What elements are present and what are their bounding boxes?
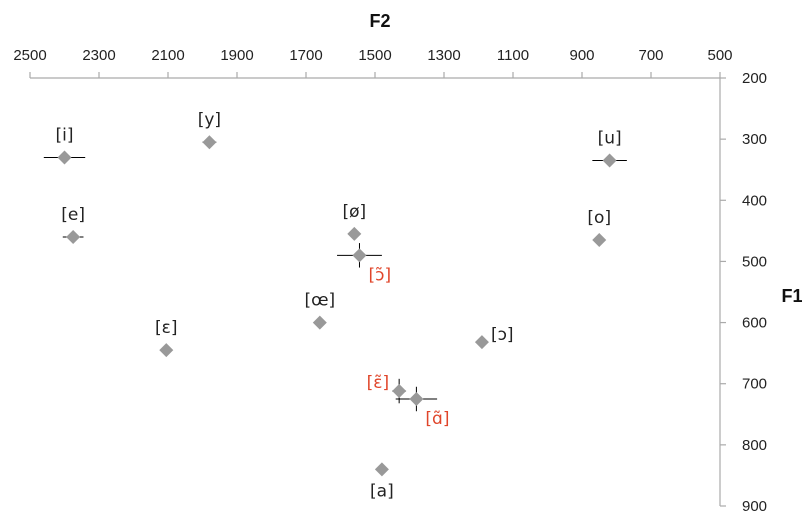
- diamond-marker: [409, 392, 424, 406]
- point-label: [ɔ̃]: [368, 265, 391, 285]
- point-label: [ɔ]: [491, 325, 514, 345]
- x-tick-label: 2500: [13, 47, 46, 64]
- diamond-marker: [352, 248, 367, 263]
- point-label: [i]: [56, 125, 74, 145]
- x-tick-label: 900: [569, 47, 594, 64]
- diamond-marker: [392, 384, 407, 399]
- diamond-marker: [602, 153, 617, 168]
- point-label: [ɛ]: [155, 318, 177, 338]
- data-point: [ø]: [342, 202, 366, 241]
- data-point: [ɔ̃]: [337, 243, 391, 285]
- y-tick-label: 500: [742, 253, 767, 270]
- x-axis-title: F2: [369, 11, 390, 31]
- data-point: [y]: [198, 110, 221, 150]
- x-tick-label: 1500: [358, 47, 391, 64]
- x-tick-label: 500: [707, 47, 732, 64]
- y-tick-label: 800: [742, 437, 767, 454]
- x-tick-label: 1900: [220, 47, 253, 64]
- data-point: [œ]: [304, 291, 335, 330]
- point-label: [a]: [370, 481, 394, 501]
- data-point: [u]: [592, 129, 627, 168]
- y-tick-label: 900: [742, 498, 767, 515]
- diamond-marker: [66, 229, 81, 244]
- data-point: [ɛ]: [155, 318, 178, 358]
- y-axis-title: F1: [781, 286, 802, 306]
- y-tick-label: 400: [742, 192, 767, 209]
- data-point: [i]: [43, 125, 86, 165]
- x-axis: 2500 2300 2100 1900 1700 1500 1300 1100 900 700 50…: [13, 47, 733, 79]
- x-tick-label: 1700: [289, 47, 322, 64]
- x-tick-label: 1300: [427, 47, 460, 64]
- point-label: [u]: [598, 129, 622, 149]
- diamond-marker: [312, 315, 327, 330]
- data-point: [ɛ̃]: [367, 373, 407, 404]
- diamond-marker: [57, 150, 72, 165]
- x-tick-label: 700: [638, 47, 663, 64]
- diamond-marker: [347, 226, 362, 241]
- y-tick-label: 300: [742, 131, 767, 148]
- x-tick-label: 2100: [151, 47, 184, 64]
- point-label: [y]: [198, 110, 221, 130]
- point-label: [o]: [587, 208, 611, 228]
- data-point: [e]: [61, 205, 85, 244]
- data-point: [o]: [587, 208, 611, 248]
- y-axis: 200 300 400 500 600 700 800 900: [719, 70, 767, 515]
- point-label: [ø]: [342, 202, 366, 222]
- data-point: [a]: [370, 462, 394, 501]
- y-tick-label: 200: [742, 70, 767, 87]
- data-point: [ɑ̃]: [395, 386, 449, 429]
- diamond-marker: [202, 135, 217, 150]
- data-point: [ɔ]: [474, 325, 514, 350]
- y-tick-label: 600: [742, 315, 767, 332]
- diamond-marker: [592, 233, 607, 248]
- x-tick-label: 2300: [82, 47, 115, 64]
- point-label: [ɑ̃]: [425, 409, 449, 429]
- diamond-marker: [474, 335, 489, 350]
- point-label: [œ]: [304, 291, 335, 311]
- diamond-marker: [374, 462, 389, 477]
- point-label: [e]: [61, 205, 85, 225]
- x-tick-label: 1100: [497, 47, 529, 64]
- plot-area: [i] [y] [u] [e] [ø] [o] [ɔ̃] [œ] [ɛ] [ɔ] [ɛ̃] [ɑ̃] […: [43, 110, 627, 501]
- point-label: [ɛ̃]: [367, 373, 389, 393]
- diamond-marker: [159, 343, 174, 358]
- y-tick-label: 700: [742, 376, 767, 393]
